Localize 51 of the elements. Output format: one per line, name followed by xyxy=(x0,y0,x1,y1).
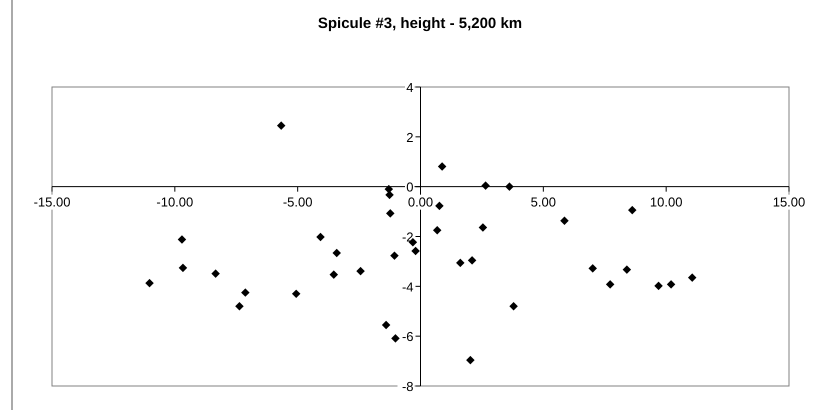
point xyxy=(432,226,442,235)
point xyxy=(211,269,220,278)
point xyxy=(390,251,399,260)
point xyxy=(438,162,446,171)
point xyxy=(560,216,569,226)
x-tick-label: -10.00 xyxy=(156,194,194,210)
x-tick-label: 10.00 xyxy=(650,194,682,210)
point xyxy=(382,320,390,330)
point xyxy=(435,202,444,210)
point xyxy=(688,273,696,282)
point xyxy=(468,256,476,265)
y-tick-label: -6 xyxy=(402,329,414,344)
point xyxy=(509,302,518,311)
y-tick-label: 0 xyxy=(406,180,414,195)
point xyxy=(178,235,186,244)
point xyxy=(178,264,188,272)
point xyxy=(330,270,338,279)
x-tick-label: -5.00 xyxy=(282,194,312,210)
point xyxy=(411,246,420,256)
point xyxy=(628,206,637,214)
x-tick-label: 15.00 xyxy=(772,194,806,210)
point xyxy=(276,121,286,130)
point xyxy=(145,278,154,288)
point xyxy=(384,184,394,194)
y-tick-label: 2 xyxy=(406,130,414,145)
point xyxy=(332,248,341,258)
y-tick-label: -8 xyxy=(402,379,414,394)
point xyxy=(505,182,514,191)
point xyxy=(622,265,632,274)
point xyxy=(292,290,300,298)
point xyxy=(478,223,488,232)
point xyxy=(666,280,676,289)
point xyxy=(385,190,394,200)
x-tick-label: 0.00 xyxy=(408,194,434,210)
chart-title: Spicule #3, height - 5,200 km xyxy=(318,15,522,32)
point xyxy=(606,280,614,289)
point xyxy=(481,181,490,190)
point xyxy=(654,282,663,290)
point xyxy=(235,302,244,311)
x-tick-label: 5.00 xyxy=(530,194,556,210)
point xyxy=(456,258,465,268)
point xyxy=(391,334,400,343)
point xyxy=(316,232,325,242)
point xyxy=(241,288,250,297)
point xyxy=(386,209,395,218)
y-tick-label: -4 xyxy=(402,279,414,294)
y-tick-label: 4 xyxy=(406,80,414,95)
point xyxy=(466,356,475,364)
point xyxy=(356,266,365,276)
x-tick-label: -15.00 xyxy=(34,194,70,210)
point xyxy=(588,264,597,273)
